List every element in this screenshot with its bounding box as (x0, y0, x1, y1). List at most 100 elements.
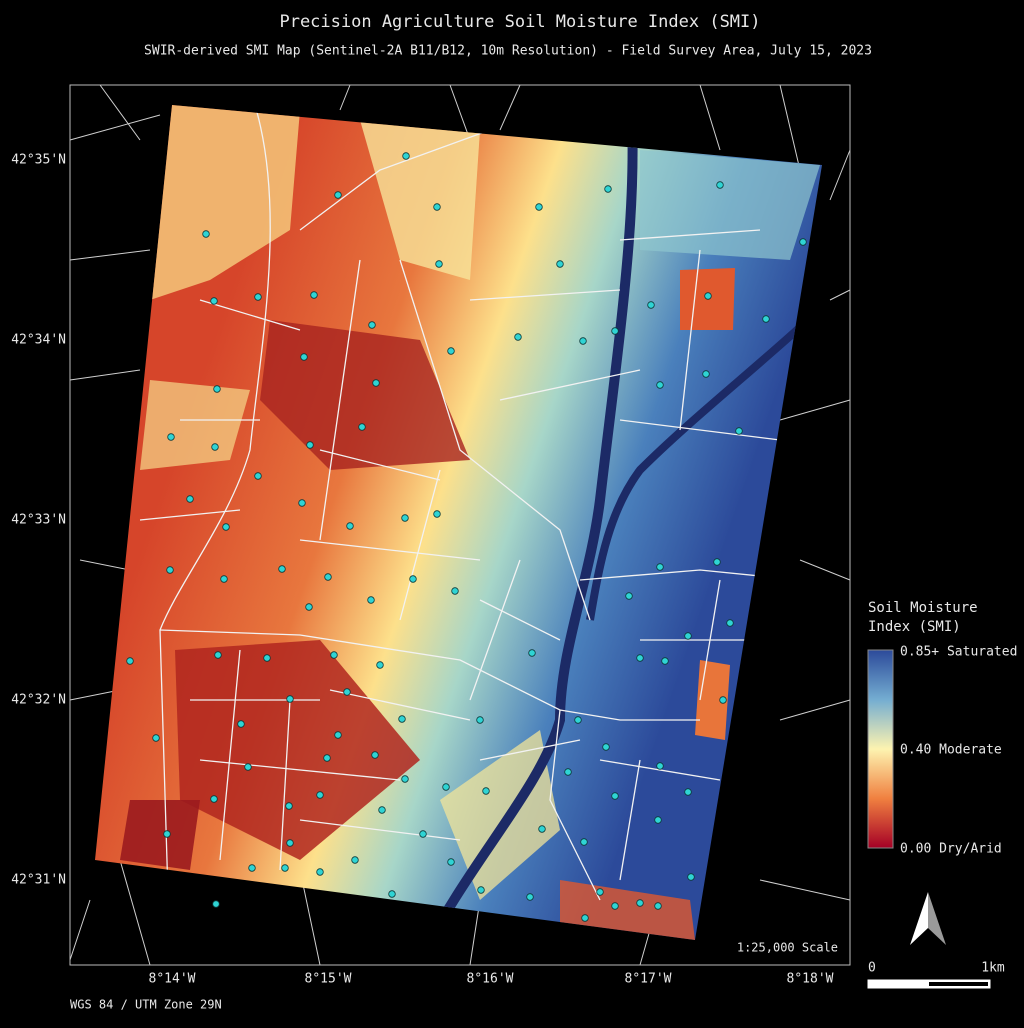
survey-point (371, 751, 379, 759)
survey-point (647, 301, 655, 309)
survey-point (636, 654, 644, 662)
survey-point (323, 754, 331, 762)
survey-point (451, 587, 459, 595)
smi-raster (95, 105, 822, 940)
survey-point (376, 661, 384, 669)
survey-point (401, 775, 409, 783)
survey-point (654, 902, 662, 910)
survey-point (762, 315, 770, 323)
survey-point (398, 715, 406, 723)
survey-point (285, 802, 293, 810)
lat-label: 42°31'N (11, 873, 66, 888)
survey-point (476, 716, 484, 724)
survey-point (248, 864, 256, 872)
survey-point (528, 649, 536, 657)
survey-point (244, 763, 252, 771)
survey-point (656, 381, 664, 389)
survey-point (687, 873, 695, 881)
survey-point (367, 596, 375, 604)
survey-point (210, 795, 218, 803)
survey-point (574, 716, 582, 724)
lon-label: 8°17'W (625, 972, 672, 987)
survey-point (661, 657, 669, 665)
legend-title: Index (SMI) (868, 619, 961, 635)
survey-point (409, 575, 417, 583)
survey-point (477, 886, 485, 894)
survey-point (298, 499, 306, 507)
survey-point (482, 787, 490, 795)
outer-field-lines (69, 84, 851, 966)
survey-point (126, 657, 134, 665)
lat-label: 42°33'N (11, 513, 66, 528)
survey-point (210, 297, 218, 305)
survey-point (435, 260, 443, 268)
survey-point (281, 864, 289, 872)
survey-point (237, 720, 245, 728)
crs-text: WGS 84 / UTM Zone 29N (70, 998, 222, 1012)
subtitle: SWIR-derived SMI Map (Sentinel-2A B11/B1… (144, 44, 872, 59)
survey-point (556, 260, 564, 268)
lon-label: 8°15'W (305, 972, 352, 987)
survey-point (656, 563, 664, 571)
survey-point (604, 185, 612, 193)
survey-point (334, 731, 342, 739)
survey-point (305, 603, 313, 611)
survey-point (316, 791, 324, 799)
survey-points (126, 152, 807, 922)
survey-point (330, 651, 338, 659)
survey-point (202, 230, 210, 238)
survey-point (211, 443, 219, 451)
survey-point (611, 902, 619, 910)
survey-point (300, 353, 308, 361)
survey-point (611, 792, 619, 800)
survey-point (581, 914, 589, 922)
survey-point (163, 830, 171, 838)
survey-point (351, 856, 359, 864)
lon-label: 8°18'W (787, 972, 834, 987)
survey-point (684, 788, 692, 796)
scale-bar-start: 0 (868, 961, 876, 976)
lat-label: 42°34'N (11, 333, 66, 348)
survey-point (402, 152, 410, 160)
survey-point (602, 743, 610, 751)
scale-text: 1:25,000 Scale (737, 941, 838, 955)
survey-point (372, 379, 380, 387)
survey-point (334, 191, 342, 199)
survey-point (535, 203, 543, 211)
survey-point (263, 654, 271, 662)
survey-point (388, 890, 396, 898)
survey-point (636, 899, 644, 907)
survey-point (625, 592, 633, 600)
survey-point (799, 238, 807, 246)
survey-point (611, 327, 619, 335)
survey-point (684, 632, 692, 640)
survey-point (368, 321, 376, 329)
survey-point (358, 423, 366, 431)
legend-label: 0.85+ Saturated (900, 645, 1017, 660)
survey-point (254, 293, 262, 301)
survey-point (564, 768, 572, 776)
survey-point (310, 291, 318, 299)
survey-point (254, 472, 262, 480)
scale-bar-end: 1km (981, 961, 1005, 976)
survey-point (735, 427, 743, 435)
survey-point (447, 347, 455, 355)
survey-point (286, 695, 294, 703)
legend-title: Soil Moisture (868, 600, 978, 616)
survey-point (167, 433, 175, 441)
survey-point (401, 514, 409, 522)
survey-point (286, 839, 294, 847)
survey-point (656, 762, 664, 770)
lon-label: 8°16'W (467, 972, 514, 987)
survey-point (442, 783, 450, 791)
survey-point (579, 337, 587, 345)
survey-point (726, 619, 734, 627)
survey-point (538, 825, 546, 833)
survey-point (306, 441, 314, 449)
map-frame (69, 84, 851, 966)
survey-point (220, 575, 228, 583)
survey-point (222, 523, 230, 531)
survey-point (213, 385, 221, 393)
north-arrow (910, 892, 946, 945)
